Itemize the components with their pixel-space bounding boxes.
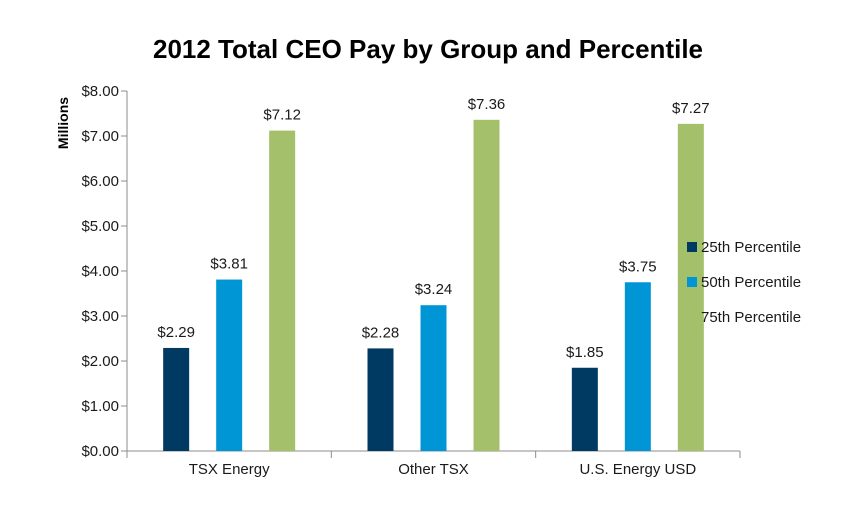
y-tick-label: $6.00	[81, 173, 119, 190]
y-tick-label: $8.00	[81, 83, 119, 100]
legend: 25th Percentile 50th Percentile 75th Perce…	[687, 239, 801, 326]
bar-value-label: $2.29	[157, 324, 195, 341]
bar-value-label: $3.81	[210, 256, 248, 273]
bar-25th-percentile	[367, 348, 394, 451]
bar-value-label: $2.28	[362, 324, 400, 341]
legend-swatch	[687, 277, 697, 287]
bar-value-label: $7.12	[263, 107, 301, 124]
bar-25th-percentile	[571, 367, 598, 451]
bar-75th-percentile	[473, 119, 500, 452]
bar-50th-percentile	[624, 282, 651, 451]
legend-swatch	[687, 242, 697, 252]
y-tick-label: $1.00	[81, 398, 119, 415]
legend-label: 50th Percentile	[701, 274, 801, 291]
category-label: Other TSX	[398, 461, 469, 478]
y-axis-label: Millions	[55, 97, 71, 149]
y-tick-label: $3.00	[81, 308, 119, 325]
y-tick-label: $5.00	[81, 218, 119, 235]
bars	[163, 119, 704, 452]
legend-label: 25th Percentile	[701, 239, 801, 256]
bar-value-label: $3.24	[415, 281, 453, 298]
category-label: TSX Energy	[189, 461, 270, 478]
bar-25th-percentile	[163, 347, 190, 451]
bar-75th-percentile	[269, 130, 296, 451]
y-tick-label: $7.00	[81, 128, 119, 145]
data-labels: $2.29 $2.28 $1.85 $3.81 $3.24 $3.75 $7.12 $7.36…	[157, 96, 709, 361]
legend-swatch	[687, 312, 697, 322]
bar-75th-percentile	[677, 123, 704, 451]
y-tick-label: $4.00	[81, 263, 119, 280]
y-tick-label: $2.00	[81, 353, 119, 370]
bar-value-label: $3.75	[619, 258, 657, 275]
chart-title: 2012 Total CEO Pay by Group and Percenti…	[153, 34, 703, 64]
bar-value-label: $1.85	[566, 344, 604, 361]
axes: $0.00 $1.00 $2.00 $3.00 $4.00 $5.00 $6.00 $7.00…	[81, 83, 741, 478]
bar-value-label: $7.27	[672, 100, 710, 117]
bar-50th-percentile	[420, 305, 447, 451]
bar-50th-percentile	[216, 279, 243, 451]
category-label: U.S. Energy USD	[579, 461, 696, 478]
y-tick-label: $0.00	[81, 443, 119, 460]
bar-value-label: $7.36	[468, 96, 506, 113]
legend-label: 75th Percentile	[701, 309, 801, 326]
